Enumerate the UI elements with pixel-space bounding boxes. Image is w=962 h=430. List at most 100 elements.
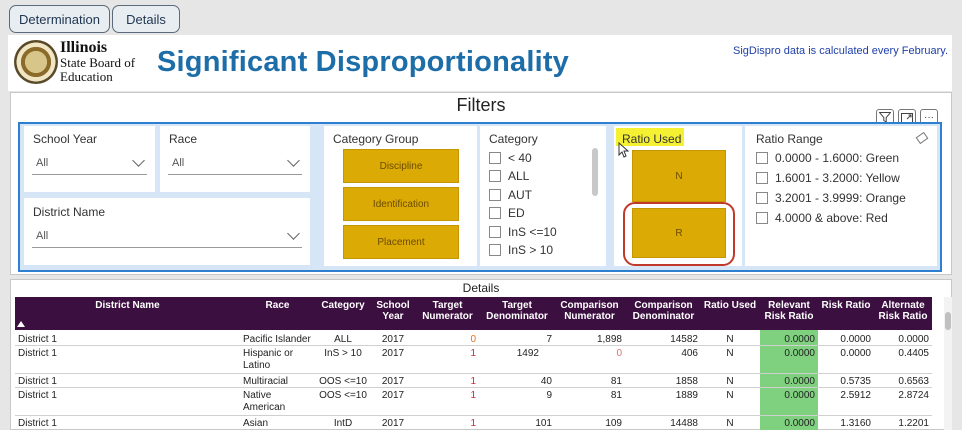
table-cell: 40 [540,376,552,387]
race-dropdown[interactable]: All [168,153,302,175]
category-scrollbar[interactable] [592,148,598,196]
table-cell: 109 [605,418,622,429]
row-divider [15,387,932,388]
district-name-label: District Name [33,205,106,219]
isbe-seal-icon [14,40,58,84]
ratio-range-option[interactable]: 3.2001 - 3.9999: Orange [756,191,906,205]
table-cell: InS > 10 [324,348,362,359]
row-divider [15,345,932,346]
table-cell: 0.0000 [784,418,815,429]
ratio-used-label: Ratio Used [622,132,682,146]
table-cell: OOS <=10 [319,376,367,387]
category-option[interactable]: ED [489,206,525,220]
table-cell: 2017 [381,376,405,387]
category-slicer: Category < 40 ALL AUT ED InS <=10 InS > … [480,126,606,266]
tab-determination[interactable]: Determination [9,5,110,33]
table-cell: 1858 [675,376,698,387]
school-year-slicer: School Year All [24,126,155,192]
report-header [8,35,952,91]
column-header-comparison-denominator[interactable]: Comparison Denominator [632,300,695,322]
column-header-race[interactable]: Race [265,300,290,311]
column-header-relevant-risk-ratio[interactable]: Relevant Risk Ratio [764,300,814,322]
table-cell: 0.0000 [784,334,815,345]
column-header-comparison-numerator[interactable]: Comparison Numerator [560,300,619,322]
ratio-range-slicer: Ratio Range 0.0000 - 1.6000: Green 1.600… [745,126,937,266]
isbe-logo: Illinois State Board of Education [60,39,136,84]
calculation-note: SigDispro data is calculated every Febru… [733,45,949,57]
ratio-range-option[interactable]: 4.0000 & above: Red [756,211,888,225]
checkbox-icon [756,152,768,164]
school-year-label: School Year [33,132,98,146]
category-option[interactable]: InS <=10 [489,225,557,239]
sort-ascending-icon[interactable] [17,321,25,327]
details-title: Details [462,281,500,295]
table-cell: N [726,418,734,429]
table-cell: Asian [243,418,269,429]
ratio-range-option[interactable]: 1.6001 - 3.2000: Yellow [756,171,900,185]
table-cell: Multiracial [243,376,289,387]
column-header-target-denominator[interactable]: Target Denominator [486,300,548,322]
table-cell: Native American [243,390,286,413]
category-option[interactable]: ALL [489,169,529,183]
checkbox-icon [756,212,768,224]
table-cell: 2.8724 [898,390,929,401]
table-cell: 101 [535,418,552,429]
table-scrollbar-thumb[interactable] [945,312,951,330]
tab-details[interactable]: Details [112,5,180,33]
column-header-risk-ratio[interactable]: Risk Ratio [821,300,871,311]
table-cell: 1 [470,376,476,387]
chevron-down-icon [287,154,300,167]
table-cell: 0.6563 [898,376,929,387]
district-name-dropdown[interactable]: All [32,226,302,248]
table-cell: 7 [546,334,552,345]
category-option[interactable]: < 40 [489,151,532,165]
category-group-identification-button[interactable]: Identification [343,187,459,221]
table-cell: 0.0000 [840,348,871,359]
column-header-target-numerator[interactable]: Target Numerator [422,300,473,322]
category-label: Category [489,132,538,146]
ratio-range-option[interactable]: 0.0000 - 1.6000: Green [756,151,899,165]
table-cell: N [726,376,734,387]
table-cell: 1.3160 [840,418,871,429]
table-cell: 0.0000 [784,376,815,387]
table-cell: Pacific Islander [243,334,311,345]
table-cell: 2.5912 [840,390,871,401]
table-cell: 0.0000 [784,348,815,359]
table-cell: 0.0000 [784,390,815,401]
checkbox-icon [756,172,768,184]
table-cell: 1,898 [596,334,622,345]
mouse-cursor-icon [618,142,630,158]
category-option[interactable]: InS > 10 [489,243,553,257]
category-option[interactable]: AUT [489,188,532,202]
table-scrollbar[interactable] [944,297,952,430]
ratio-used-n-button[interactable]: N [632,150,726,202]
table-cell: 2017 [381,390,405,401]
column-header-category[interactable]: Category [321,300,365,311]
chevron-down-icon [132,154,145,167]
filters-title: Filters [456,95,506,115]
table-cell: 81 [610,376,622,387]
column-header-school-year[interactable]: School Year [376,300,410,322]
column-header-alternate-risk-ratio[interactable]: Alternate Risk Ratio [878,300,928,322]
table-cell: 2017 [381,348,405,359]
checkbox-icon [489,244,501,256]
checkbox-icon [489,189,501,201]
table-cell: Hispanic or Latino [243,348,294,371]
ratio-used-r-button[interactable]: R [632,208,726,258]
table-cell: 1 [470,390,476,401]
row-divider [15,373,932,374]
table-cell: 0 [470,334,476,345]
column-header-ratio-used[interactable]: Ratio Used [703,300,757,311]
school-year-dropdown[interactable]: All [32,153,147,175]
column-header-district-name[interactable]: District Name [95,300,160,311]
row-divider [15,415,932,416]
table-cell: District 1 [18,390,57,401]
category-group-discipline-button[interactable]: Discipline [343,149,459,183]
category-group-placement-button[interactable]: Placement [343,225,459,259]
checkbox-icon [489,152,501,164]
table-cell: 0.0000 [898,334,929,345]
table-cell: N [726,334,734,345]
race-label: Race [169,132,198,146]
eraser-icon[interactable] [915,131,929,145]
district-name-slicer: District Name All [24,198,310,265]
